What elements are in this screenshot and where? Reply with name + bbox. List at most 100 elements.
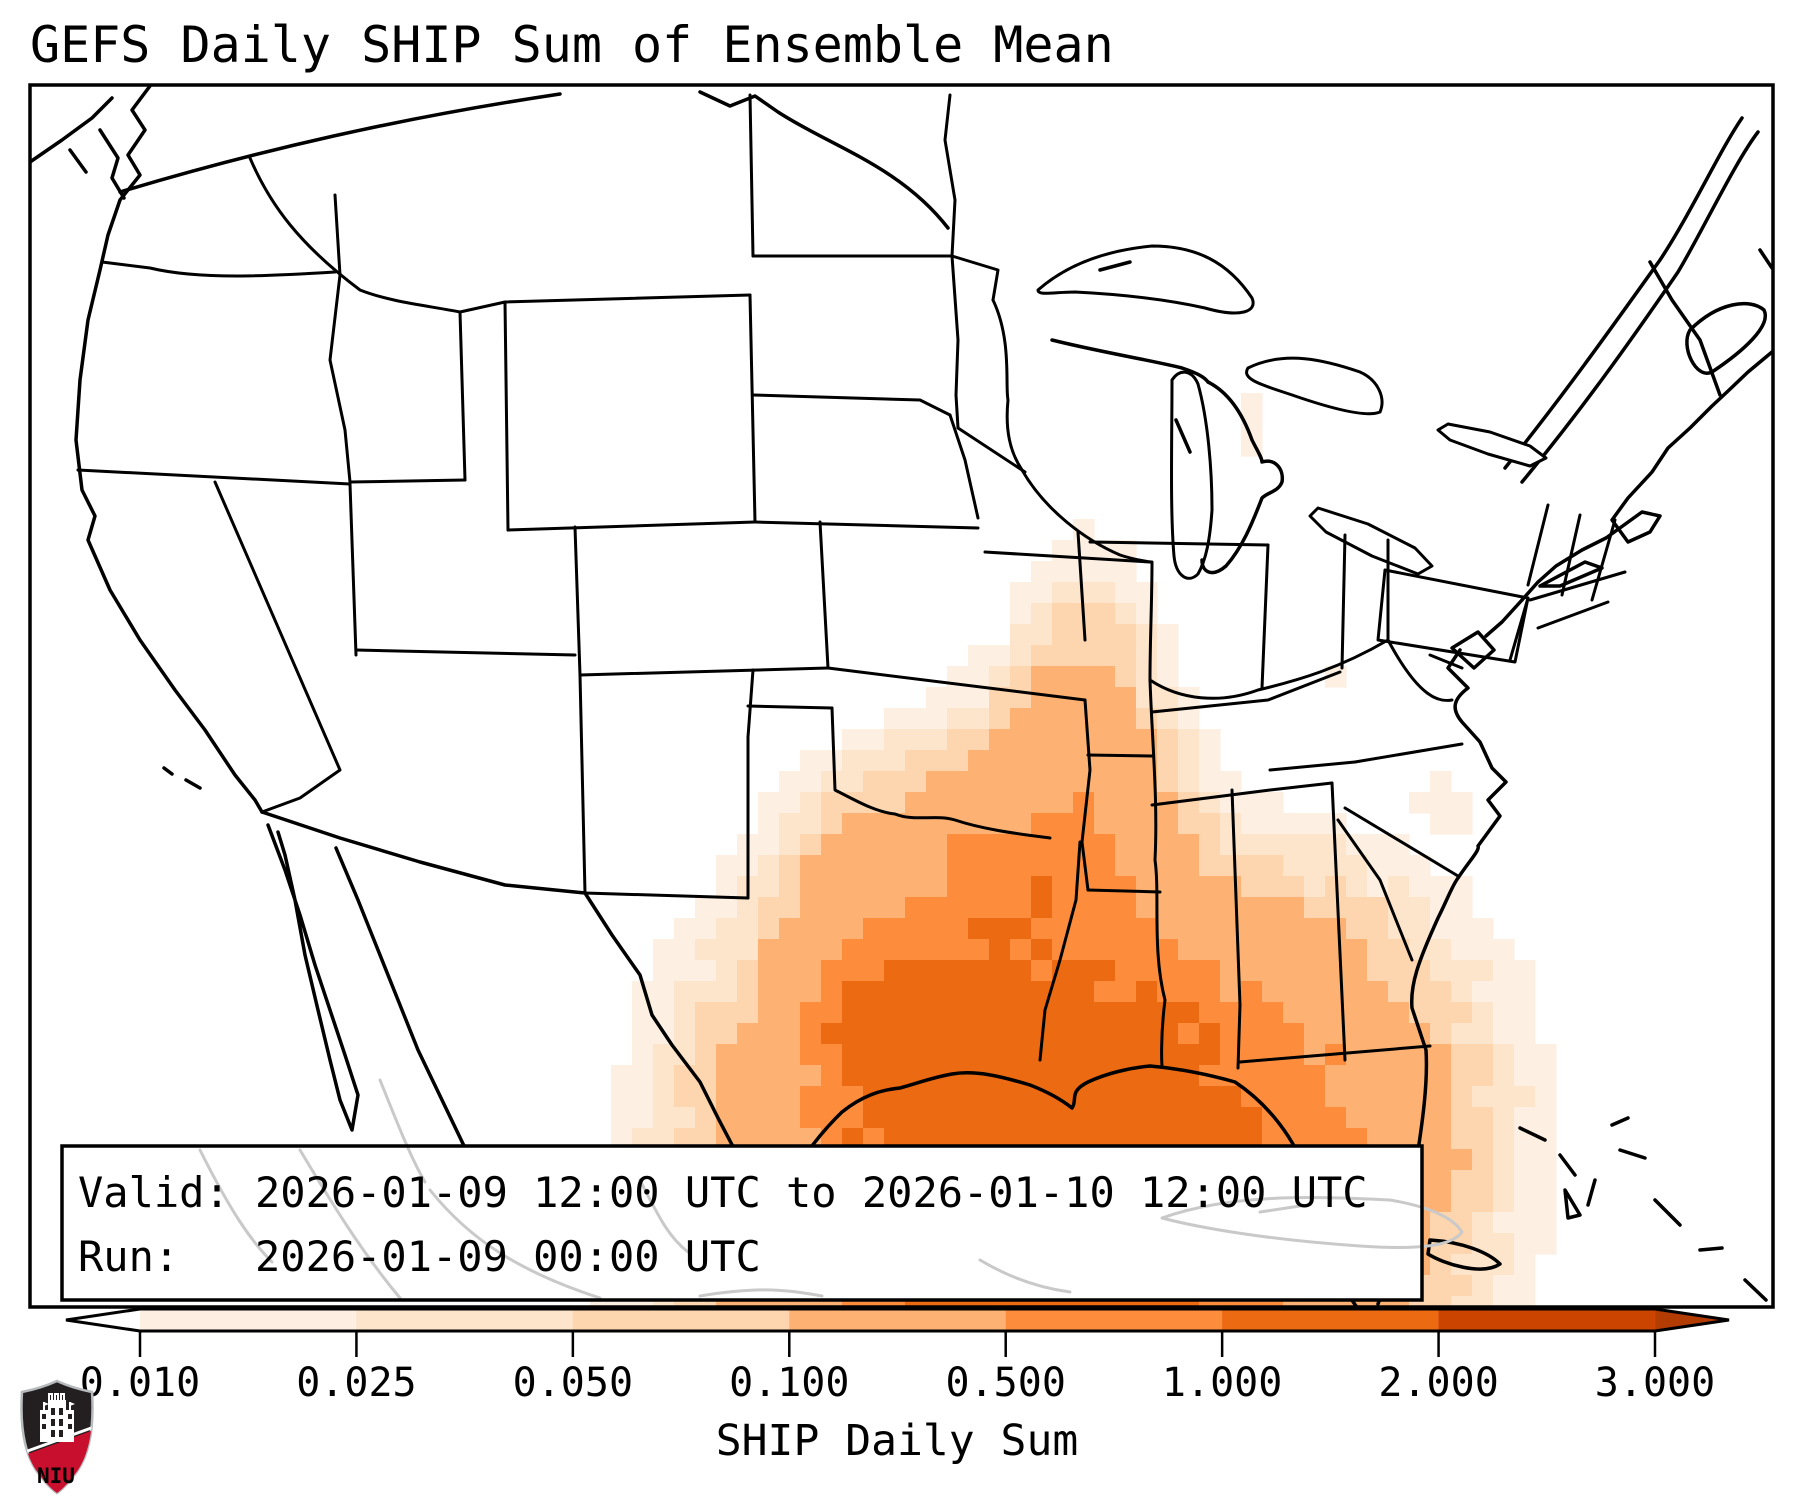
plume-cell [1031, 582, 1053, 604]
plume-cell [632, 1107, 654, 1129]
plume-cell [842, 729, 864, 751]
plume-cell [779, 1065, 801, 1087]
plume-cell [1115, 897, 1137, 919]
plume-cell [1325, 1086, 1347, 1108]
colorbar: 0.010 0.025 0.050 0.100 0.500 1.000 2.000 3.000… [65, 1307, 1730, 1466]
plume-cell [1409, 876, 1431, 898]
plume-cell [695, 1128, 717, 1150]
plume-cell [1073, 645, 1095, 667]
plume-cell [1010, 1023, 1032, 1045]
plume-cell [1010, 876, 1032, 898]
plume-cell [1283, 813, 1305, 835]
foreign-coastlines-gray [198, 1078, 1464, 1300]
plume-cell [1430, 1086, 1452, 1108]
plume-cell [737, 897, 759, 919]
plume-cell [1157, 855, 1179, 877]
plume-cell [1115, 813, 1137, 835]
plume-cell [800, 1128, 822, 1150]
plume-cell [821, 771, 843, 793]
plume-cell [800, 792, 822, 814]
plume-cell [1199, 834, 1221, 856]
plume-cell [1178, 729, 1200, 751]
plume-cell [1220, 834, 1242, 856]
colorbar-segment [1005, 1309, 1223, 1331]
plume-cell [1052, 561, 1074, 583]
plume-cell [884, 981, 906, 1003]
plume-cell [674, 1065, 696, 1087]
plume-cell [800, 960, 822, 982]
plume-cell [1472, 1065, 1494, 1087]
plume-cell [1073, 981, 1095, 1003]
plume-cell [1535, 1191, 1557, 1213]
plume-cell [737, 939, 759, 961]
plume-cell [1094, 708, 1116, 730]
plume-cell [1451, 1023, 1473, 1045]
plume-cell [1346, 1128, 1368, 1150]
plume-cell [1304, 1107, 1326, 1129]
plume-cell [1262, 1002, 1284, 1024]
plume-cell [842, 876, 864, 898]
plume-cell [1136, 624, 1158, 646]
plume-cell [1283, 1107, 1305, 1129]
plume-cell [884, 876, 906, 898]
plume-cell [1283, 834, 1305, 856]
plume-cell [926, 1023, 948, 1045]
plume-cell [821, 1044, 843, 1066]
plume-cell [1199, 1044, 1221, 1066]
plume-cell [737, 1002, 759, 1024]
plume-cell [968, 1023, 990, 1045]
plume-cell [1535, 1044, 1557, 1066]
plume-cell [1388, 981, 1410, 1003]
plume-cell [695, 918, 717, 940]
plume-cell [821, 918, 843, 940]
plume-cell [926, 834, 948, 856]
plume-cell [1241, 1128, 1263, 1150]
plume-cell [1493, 1149, 1515, 1171]
plume-cell [1052, 813, 1074, 835]
plume-cell [716, 981, 738, 1003]
plume-cell [716, 855, 738, 877]
plume-cell [1136, 918, 1158, 940]
plume-cell [1367, 1065, 1389, 1087]
plume-cell [1493, 939, 1515, 961]
plume-cell [1346, 1023, 1368, 1045]
plume-cell [1388, 1065, 1410, 1087]
plume-cell [1346, 918, 1368, 940]
plume-cell [1115, 729, 1137, 751]
plume-cell [1199, 1128, 1221, 1150]
plume-cell [1388, 1107, 1410, 1129]
plume-cell [1136, 1023, 1158, 1045]
plume-cell [884, 855, 906, 877]
plume-cell [1073, 771, 1095, 793]
plume-cell [1451, 960, 1473, 982]
plume-cell [1052, 1086, 1074, 1108]
plume-cell [1220, 1044, 1242, 1066]
plume-cell [1283, 1065, 1305, 1087]
plume-cell [1325, 897, 1347, 919]
plume-cell [989, 855, 1011, 877]
plume-cell [1115, 603, 1137, 625]
plume-cell [1220, 792, 1242, 814]
plume-cell [989, 792, 1011, 814]
plume-cell [1472, 939, 1494, 961]
plume-cell [653, 1065, 675, 1087]
plume-cell [968, 876, 990, 898]
plume-cell [989, 729, 1011, 751]
plume-cell [1493, 1086, 1515, 1108]
plume-cell [863, 855, 885, 877]
plume-cell [1241, 792, 1263, 814]
plume-cell [884, 1002, 906, 1024]
plume-cell [737, 1023, 759, 1045]
plume-cell [1094, 855, 1116, 877]
plume-cell [1178, 939, 1200, 961]
plume-cell [1346, 1044, 1368, 1066]
plume-cell [1199, 771, 1221, 793]
plume-cell [1073, 582, 1095, 604]
plume-cell [653, 939, 675, 961]
plume-cell [905, 750, 927, 772]
plume-cell [1430, 981, 1452, 1003]
plume-cell [821, 750, 843, 772]
plume-cell [1283, 876, 1305, 898]
plume-cell [1493, 1023, 1515, 1045]
plume-cell [989, 876, 1011, 898]
